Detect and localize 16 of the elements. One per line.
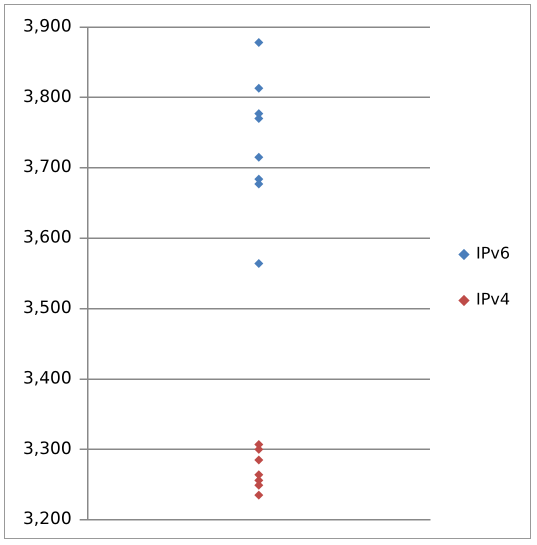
y-tick-label: 3,500 xyxy=(22,298,72,318)
y-tick-label: 3,900 xyxy=(22,16,72,36)
y-tick-label: 3,200 xyxy=(22,509,72,530)
legend-label: IPv6 xyxy=(476,244,510,263)
y-tick-label: 3,300 xyxy=(22,438,72,459)
point xyxy=(254,38,264,47)
y-tick-label: 3,600 xyxy=(22,228,72,248)
y-tick-label: 3,800 xyxy=(22,86,72,107)
point xyxy=(254,259,264,268)
point xyxy=(254,490,264,500)
point xyxy=(254,455,264,464)
point xyxy=(254,84,264,93)
point xyxy=(254,152,264,162)
legend-label: IPv4 xyxy=(476,290,510,309)
y-tick-label: 3,400 xyxy=(22,368,72,388)
y-tick-label: 3,700 xyxy=(22,157,72,178)
